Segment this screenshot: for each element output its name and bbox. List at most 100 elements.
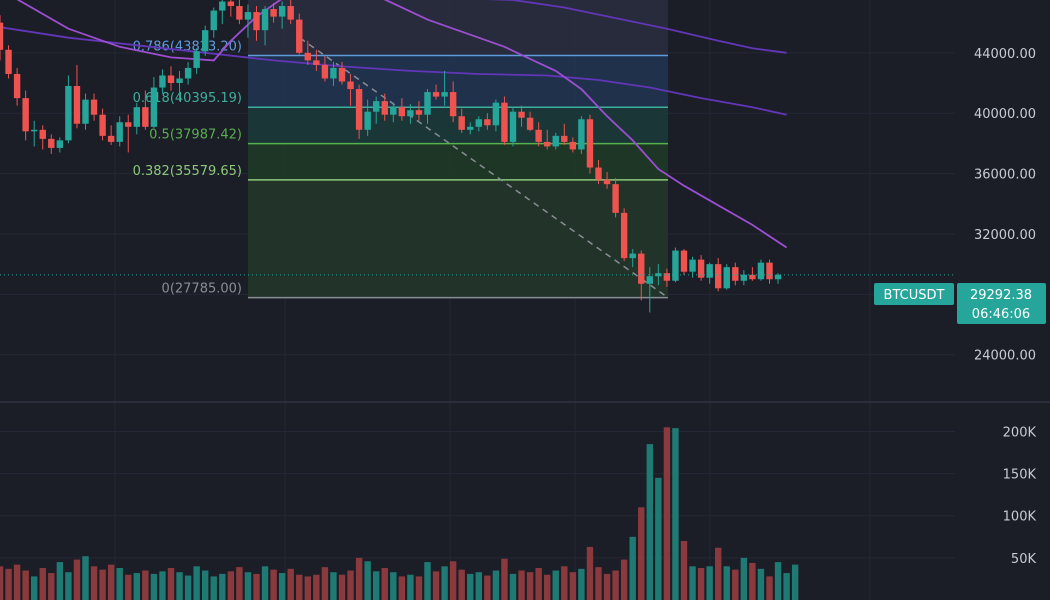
candle-body: [706, 264, 713, 278]
volume-bar: [73, 559, 81, 600]
candle-body: [629, 253, 636, 259]
volume-bar: [65, 572, 72, 600]
volume-bar: [638, 507, 645, 600]
candle-body: [253, 12, 260, 31]
volume-bar: [313, 574, 320, 600]
candle-body: [31, 129, 38, 132]
candle-body: [501, 102, 508, 142]
volume-bar: [159, 571, 166, 600]
volume-bar: [449, 561, 457, 600]
volume-bar: [390, 572, 397, 600]
volume-bar: [296, 574, 303, 600]
fibonacci-retracement[interactable]: 0.786(43823.20) 0.618(40395.19) 0.5(37987.…: [133, 0, 669, 299]
candle-body: [509, 111, 517, 142]
candle-body: [586, 119, 594, 168]
volume-bar: [219, 573, 226, 600]
candle-body: [338, 67, 346, 82]
volume-bar: [381, 567, 388, 600]
symbol-label: BTCUSDT: [884, 288, 945, 303]
volume-bar: [48, 573, 55, 600]
candle-body: [595, 167, 602, 180]
volume-bar: [749, 562, 756, 600]
ma-line-fast: [16, 0, 788, 249]
volume-bar: [518, 570, 525, 600]
candle-body: [441, 92, 448, 97]
price-axis[interactable]: 44000.00 40000.00 36000.00 32000.00 24000.00: [974, 47, 1036, 364]
candle-body: [330, 67, 337, 79]
candle-body: [484, 119, 491, 126]
candle-body: [740, 274, 748, 281]
ma-line-slow: [487, 0, 787, 54]
candle-body: [244, 12, 252, 20]
candle-body: [13, 73, 21, 99]
candle-body: [296, 19, 303, 53]
candle-body: [569, 141, 577, 150]
candle-body: [757, 262, 765, 280]
candle-body: [689, 259, 696, 272]
candle-body: [672, 250, 679, 281]
candle-body: [56, 140, 64, 148]
volume-bar: [176, 572, 183, 600]
candlesticks[interactable]: [0, 0, 782, 313]
candle-body: [458, 116, 465, 130]
volume-bar: [501, 558, 508, 600]
volume-bar: [304, 576, 311, 600]
candle-body: [603, 179, 611, 185]
candle-body: [766, 262, 773, 280]
candle-body: [193, 51, 200, 68]
fib-level-label: 0.382(35579.65): [133, 164, 242, 179]
volume-bar: [236, 567, 243, 600]
candle-body: [65, 86, 72, 141]
volume-bar: [766, 576, 773, 600]
candle-body: [535, 129, 542, 142]
price-tick-label: 40000.00: [974, 107, 1036, 122]
volume-bar: [569, 572, 577, 600]
fib-trend-line: [299, 37, 669, 299]
candle-body: [407, 110, 414, 117]
candle-body: [99, 114, 106, 136]
candle-body: [544, 141, 551, 147]
candle-body: [22, 98, 29, 132]
fib-level-label: 0.618(40395.19): [133, 91, 242, 106]
volume-bar: [107, 564, 115, 600]
candle-body: [373, 101, 380, 112]
candle-body: [492, 102, 500, 126]
volume-bar: [90, 566, 98, 600]
candle-body: [287, 6, 294, 20]
volume-bar: [270, 569, 277, 600]
volume-bar: [253, 573, 260, 600]
candle-body: [680, 250, 688, 272]
candle-body: [655, 273, 662, 277]
volume-bar: [458, 569, 465, 600]
volume-bar: [475, 572, 482, 600]
symbol-tag-bg: [874, 283, 954, 305]
candle-body: [73, 86, 81, 124]
volume-bar: [364, 561, 371, 600]
volume-bar: [407, 574, 414, 600]
volume-bar: [424, 562, 431, 600]
volume-bar: [347, 570, 354, 600]
candle-body: [227, 1, 235, 7]
volume-tick-label: 50K: [1011, 552, 1037, 567]
candle-body: [133, 107, 140, 127]
volume-bar: [723, 566, 730, 600]
volume-bar: [22, 570, 29, 600]
volume-bar: [398, 576, 406, 600]
symbol-tag[interactable]: BTCUSDT: [874, 283, 954, 305]
volume-bar: [732, 569, 739, 600]
volume-bar: [655, 477, 662, 600]
candle-body: [552, 135, 559, 147]
volume-bar: [184, 575, 192, 600]
volume-bar: [467, 573, 474, 600]
candle-body: [715, 264, 722, 289]
volume-bar: [629, 536, 636, 600]
volume-tick-label: 150K: [1003, 468, 1037, 483]
volume-bar: [0, 566, 4, 600]
candle-body: [0, 22, 4, 50]
candle-body: [107, 135, 115, 142]
candle-body: [424, 92, 431, 115]
price-tick-label: 36000.00: [974, 168, 1036, 183]
volume-bar: [509, 573, 517, 600]
last-price-label: 29292.38: [970, 288, 1032, 303]
